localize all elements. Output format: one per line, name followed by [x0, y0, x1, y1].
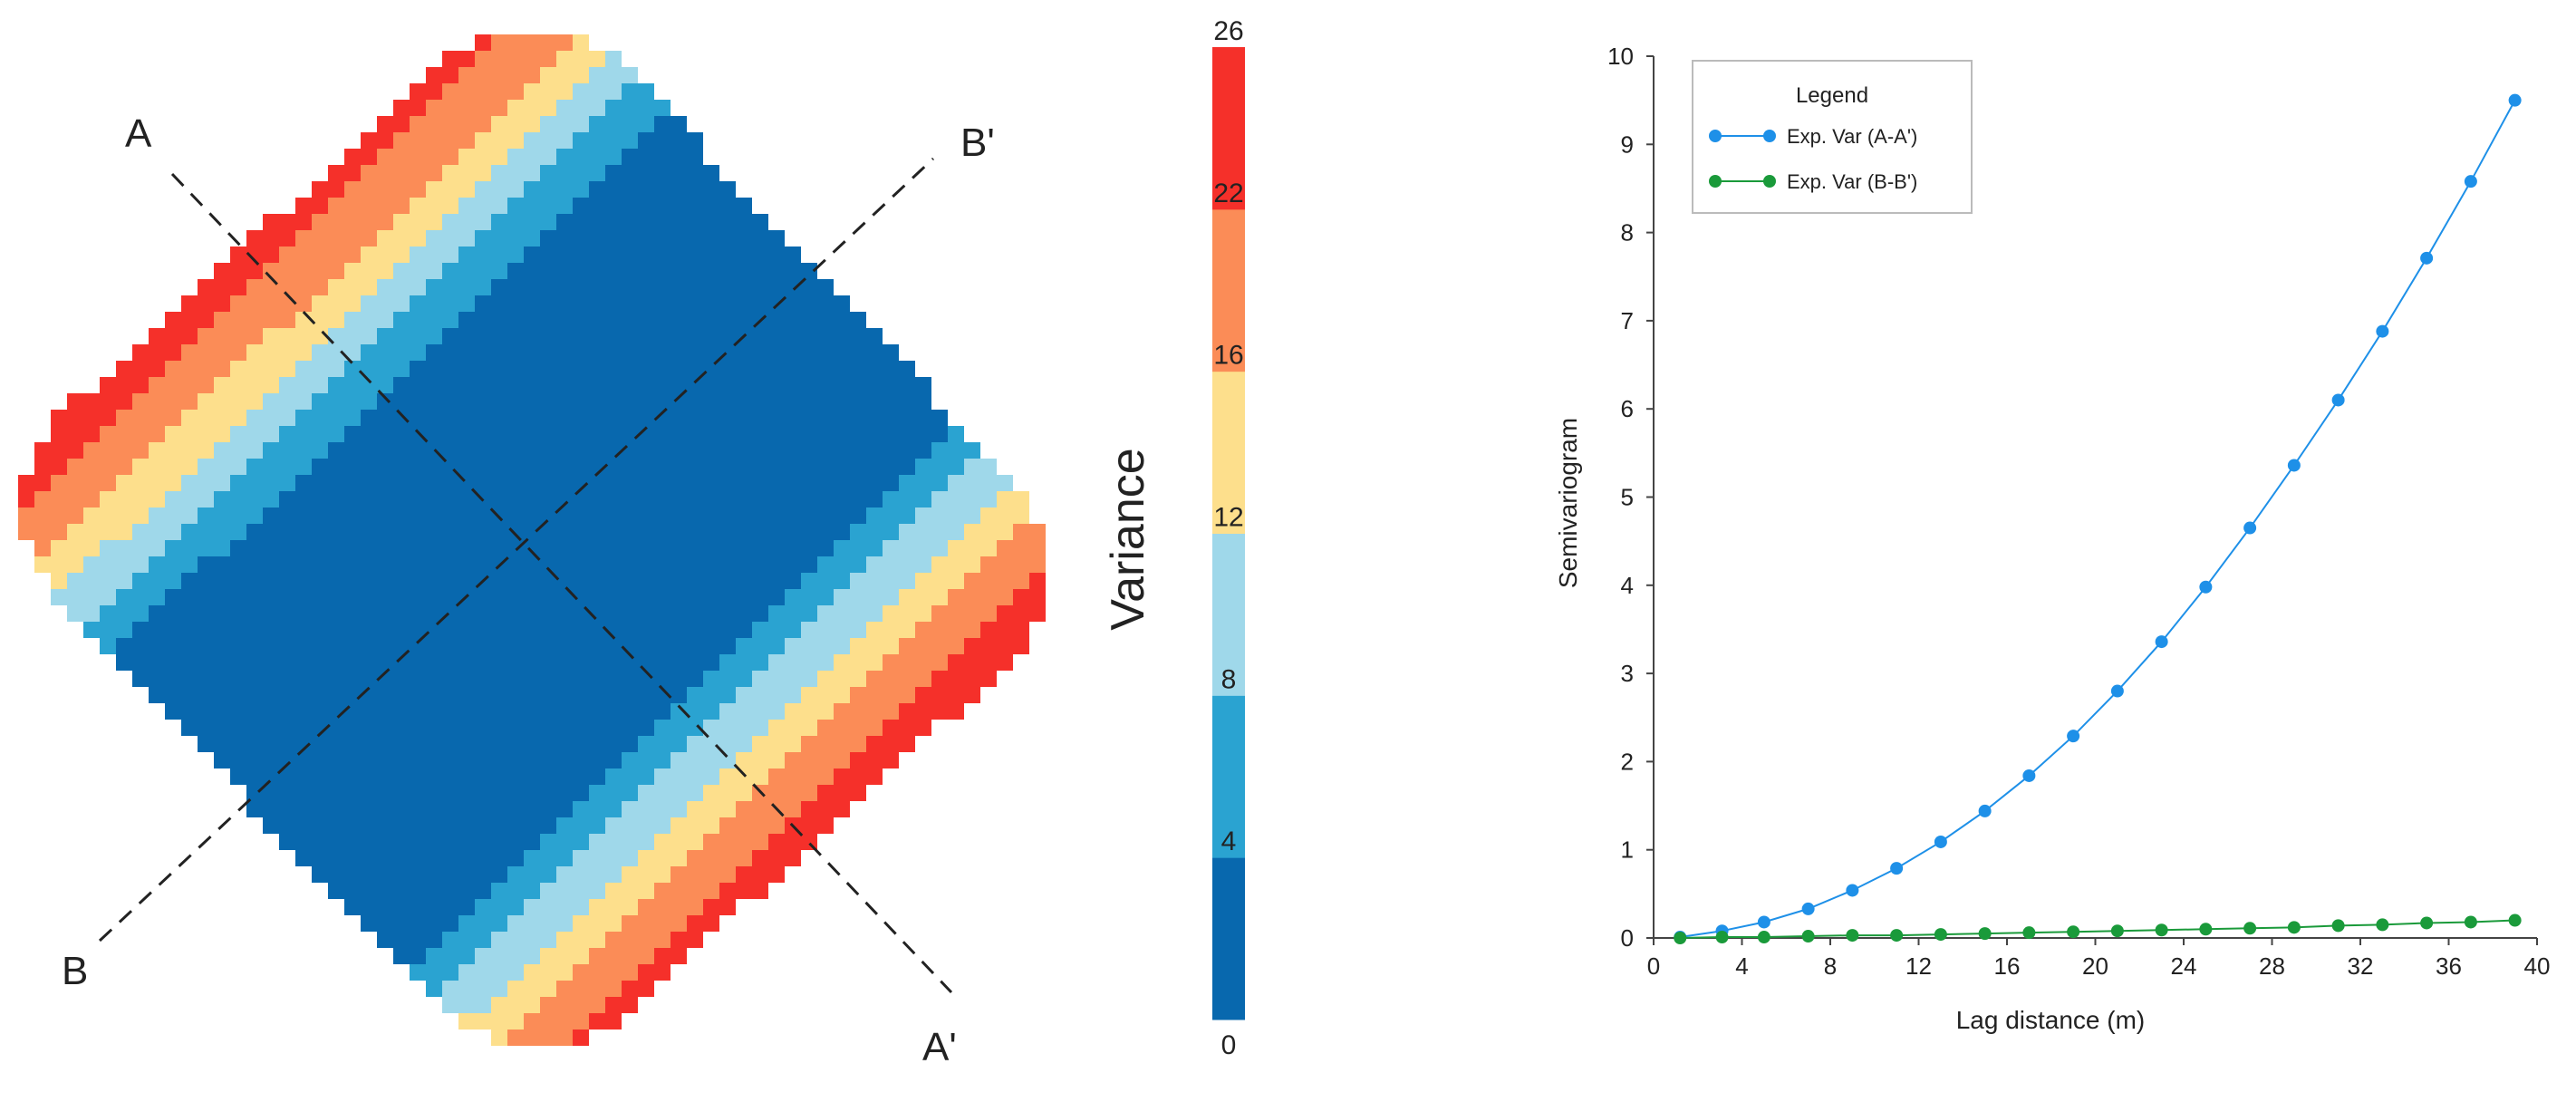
data-point-series-1 [1846, 929, 1859, 942]
x-tick-label: 36 [2436, 952, 2462, 980]
colorbar-bin-4 [1212, 208, 1245, 372]
y-tick-label: 3 [1621, 660, 1634, 687]
colorbar-bin-2 [1212, 533, 1245, 696]
data-point-series-1 [2287, 921, 2301, 934]
x-tick-label: 0 [1647, 952, 1660, 980]
x-tick-label: 24 [2171, 952, 2197, 980]
colorbar-tick-label: 8 [1221, 664, 1237, 694]
y-tick-label: 6 [1621, 395, 1634, 422]
series-line-0 [1680, 100, 2516, 939]
data-point-series-0 [1890, 862, 1904, 875]
data-point-series-0 [2287, 459, 2301, 472]
data-point-series-1 [2508, 914, 2522, 927]
data-point-series-0 [1934, 835, 1947, 848]
legend-label-1: Exp. Var (B-B') [1787, 170, 1917, 193]
data-point-series-1 [1890, 929, 1904, 942]
data-point-series-0 [2067, 730, 2080, 743]
legend-marker-0 [1709, 130, 1722, 142]
label-b: B [62, 949, 88, 993]
legend: Legend Exp. Var (A-A') Exp. Var (B-B') [1692, 60, 1973, 214]
colorbar-bin-1 [1212, 695, 1245, 858]
colorbar-tick-label: 12 [1213, 503, 1243, 533]
data-point-series-0 [1757, 915, 1770, 929]
x-axis-label: Lag distance (m) [1956, 1006, 2146, 1034]
x-tick-label: 8 [1824, 952, 1837, 980]
data-point-series-0 [2464, 175, 2477, 188]
data-point-series-1 [1715, 931, 1729, 944]
data-point-series-0 [2110, 684, 2124, 698]
label-a: A [125, 111, 152, 156]
x-tick-label: 40 [2524, 952, 2551, 980]
variance-map [18, 34, 1046, 1046]
data-point-series-0 [1846, 884, 1859, 897]
y-tick-label: 7 [1621, 307, 1634, 334]
y-tick-label: 1 [1621, 836, 1634, 864]
x-tick-label: 28 [2259, 952, 2285, 980]
map-band-4 [18, 34, 1046, 1046]
data-point-series-1 [2199, 923, 2213, 936]
series-line-1 [1680, 919, 2515, 939]
data-point-series-0 [2508, 93, 2522, 107]
colorbar-tick-label: 22 [1213, 179, 1243, 208]
data-point-series-1 [1674, 932, 1687, 944]
legend-title: Legend [1796, 83, 1868, 108]
data-point-series-1 [1757, 931, 1770, 944]
data-point-series-1 [2420, 916, 2434, 930]
x-tick-label: 12 [1905, 952, 1932, 980]
data-point-series-0 [2420, 251, 2434, 265]
data-point-series-1 [1934, 928, 1947, 942]
y-tick-label: 8 [1621, 219, 1634, 246]
data-point-series-0 [1978, 804, 1992, 817]
data-point-series-1 [2331, 919, 2345, 933]
data-point-series-1 [2376, 918, 2389, 932]
y-tick-label: 9 [1621, 130, 1634, 158]
colorbar-tick-label: 0 [1221, 1030, 1237, 1060]
data-point-series-0 [2199, 580, 2213, 594]
data-point-series-1 [1978, 927, 1992, 941]
legend-label-0: Exp. Var (A-A') [1787, 125, 1917, 148]
label-b-prime: B' [960, 121, 995, 165]
data-point-series-1 [2464, 915, 2477, 929]
data-point-series-1 [2155, 923, 2168, 937]
data-point-series-1 [2243, 922, 2257, 935]
x-tick-label: 20 [2082, 952, 2108, 980]
data-point-series-0 [1801, 902, 1815, 915]
colorbar-tick-label: 16 [1213, 341, 1243, 371]
data-point-series-1 [2022, 926, 2036, 940]
colorbar-bin-0 [1212, 857, 1245, 1020]
cross-section-lines [98, 157, 953, 994]
data-point-series-0 [2243, 521, 2257, 535]
data-point-series-1 [2110, 924, 2124, 938]
section-line-b-b-prime [98, 157, 935, 942]
label-a-prime: A' [922, 1025, 957, 1069]
y-tick-label: 0 [1621, 924, 1634, 952]
y-axis-label: Semivariogram [1554, 418, 1582, 588]
data-point-series-0 [2331, 393, 2345, 407]
colorbar-tick-label: 4 [1221, 826, 1237, 856]
legend-marker-0 [1763, 130, 1776, 142]
data-point-series-1 [1801, 930, 1815, 943]
data-point-series-0 [2155, 635, 2168, 649]
y-tick-label: 4 [1621, 572, 1634, 599]
legend-marker-1 [1709, 175, 1722, 188]
data-point-series-1 [2067, 925, 2080, 939]
x-tick-label: 4 [1735, 952, 1748, 980]
colorbar-bin-5 [1212, 47, 1245, 210]
x-tick-label: 32 [2348, 952, 2374, 980]
data-point-series-0 [2376, 324, 2389, 338]
colorbar-bin-3 [1212, 371, 1245, 534]
legend-marker-1 [1763, 175, 1776, 188]
colorbar-label: Variance [1102, 448, 1154, 630]
colorbar-tick-label: 26 [1213, 16, 1243, 46]
y-tick-label: 5 [1621, 484, 1634, 511]
y-tick-label: 2 [1621, 748, 1634, 775]
x-tick-label: 16 [1994, 952, 2021, 980]
data-point-series-0 [2022, 768, 2036, 782]
y-tick-label: 10 [1607, 43, 1634, 70]
colorbar: 0 4 8 12 16 22 26 [1212, 16, 1245, 1060]
map-band-0 [116, 116, 948, 964]
